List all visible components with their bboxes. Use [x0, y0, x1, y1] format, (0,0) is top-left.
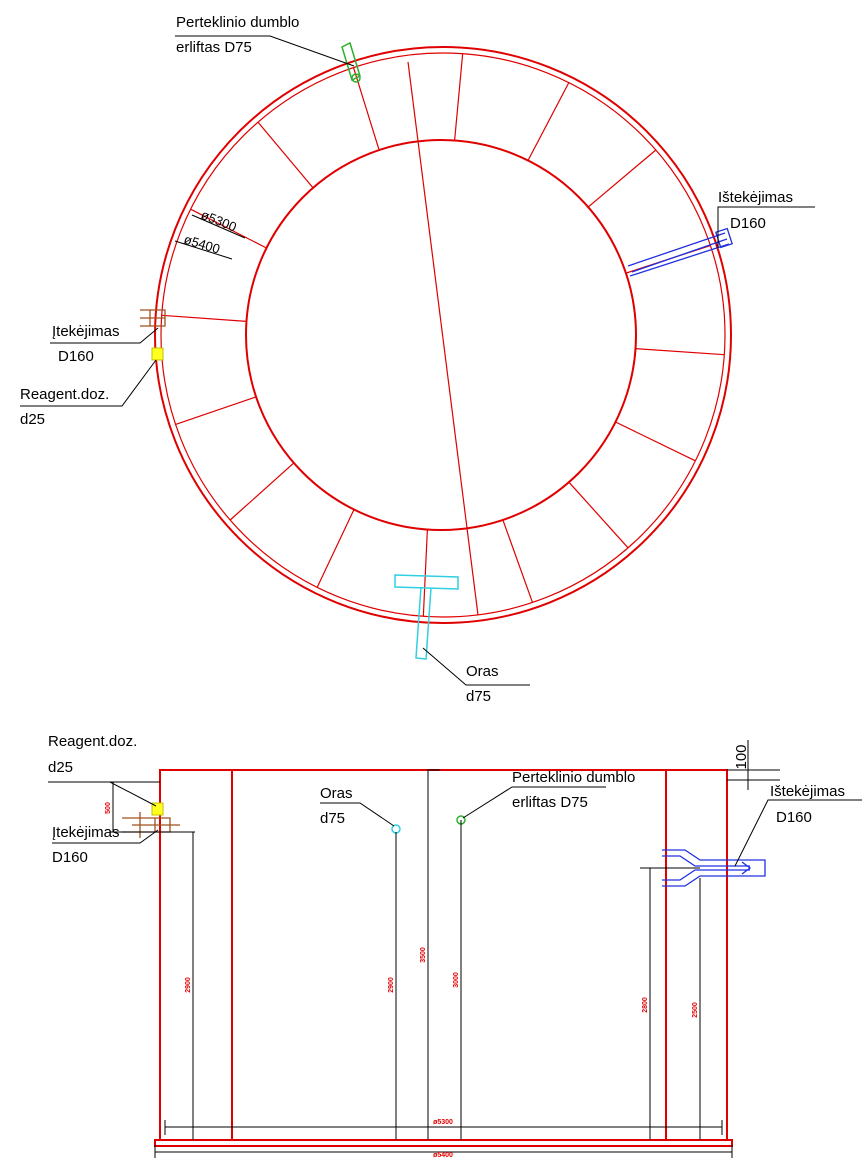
- base-plate: [154, 1139, 733, 1147]
- leader: [462, 786, 606, 819]
- air-pipe: [394, 574, 459, 660]
- outer-wall: [154, 46, 732, 624]
- dim-text: 500: [105, 802, 112, 814]
- dim-text: 3500: [420, 947, 427, 963]
- spoke: [615, 421, 696, 462]
- dim-text: 2800: [642, 997, 649, 1013]
- dim-text: ø5300: [199, 207, 239, 235]
- label: d75: [466, 688, 491, 705]
- dim-text: ø5400: [433, 1152, 453, 1159]
- label: D160: [52, 849, 88, 866]
- spoke: [190, 208, 267, 249]
- spoke: [316, 509, 355, 588]
- label: d25: [48, 759, 73, 776]
- spoke: [635, 348, 725, 356]
- label: D160: [58, 348, 94, 365]
- spoke: [229, 462, 295, 521]
- label: Perteklinio dumblo: [512, 769, 635, 786]
- spoke: [527, 82, 570, 161]
- leader: [717, 206, 815, 248]
- spoke: [257, 121, 314, 189]
- spokes: [161, 53, 725, 617]
- dim-text: 2900: [388, 977, 395, 993]
- spoke: [352, 67, 380, 151]
- label: erliftas D75: [176, 39, 252, 56]
- leader: [175, 35, 355, 67]
- air-pipe: [391, 824, 401, 834]
- label: D160: [776, 809, 812, 826]
- dim-text: ø5400: [182, 232, 222, 257]
- dim-line: [154, 1120, 733, 1158]
- leader: [734, 799, 862, 867]
- label: Įtekėjimas: [52, 824, 120, 841]
- leader: [20, 359, 157, 407]
- spoke: [454, 53, 464, 141]
- label: Ištekėjimas: [718, 189, 793, 206]
- spoke: [161, 314, 247, 322]
- label: Oras: [466, 663, 499, 680]
- dim-line: [727, 740, 780, 790]
- dim-text: 100: [733, 744, 750, 769]
- label: Įtekėjimas: [52, 323, 120, 340]
- dim-line: [192, 769, 701, 1140]
- dim-text: 2500: [692, 1002, 699, 1018]
- label: D160: [730, 215, 766, 232]
- dim-line: [191, 214, 246, 239]
- leader: [48, 781, 157, 807]
- dim-line: [110, 781, 195, 833]
- overflow-pipe-end: [351, 73, 361, 83]
- partition: [407, 61, 479, 616]
- top-view: Perteklinio dumblo erliftas D75 Ištekėji…: [20, 14, 815, 705]
- reagent-marker: [151, 347, 164, 361]
- label: d75: [320, 810, 345, 827]
- spoke: [422, 529, 428, 617]
- label: d25: [20, 411, 45, 428]
- leader: [320, 802, 395, 827]
- outlet-pipe: [627, 232, 730, 277]
- label: erliftas D75: [512, 794, 588, 811]
- reagent-marker: [151, 802, 164, 816]
- label: Oras: [320, 785, 353, 802]
- leader: [50, 327, 159, 344]
- tank-wall: [159, 769, 728, 1141]
- inlet-pipe: [122, 812, 180, 838]
- outer-wall-inner: [160, 52, 726, 618]
- label: Reagent.doz.: [48, 733, 137, 750]
- inlet-pipe: [140, 309, 166, 327]
- leader: [422, 647, 530, 686]
- dim-line: [174, 240, 233, 260]
- dim-text: ø5300: [433, 1119, 453, 1126]
- leader: [52, 829, 159, 844]
- label: Perteklinio dumblo: [176, 14, 299, 31]
- outlet-pipe: [662, 849, 766, 887]
- dim-text: 2900: [185, 977, 192, 993]
- dim-text: 3000: [453, 972, 460, 988]
- spoke: [568, 481, 629, 549]
- label: Reagent.doz.: [20, 386, 109, 403]
- spoke: [502, 519, 534, 603]
- label: Ištekėjimas: [770, 783, 845, 800]
- spoke: [587, 149, 657, 208]
- inner-wall: [245, 139, 637, 531]
- side-view: Reagent.doz. d25 Įtekėjimas D160 500 Ora…: [48, 733, 862, 1159]
- spoke: [175, 396, 257, 426]
